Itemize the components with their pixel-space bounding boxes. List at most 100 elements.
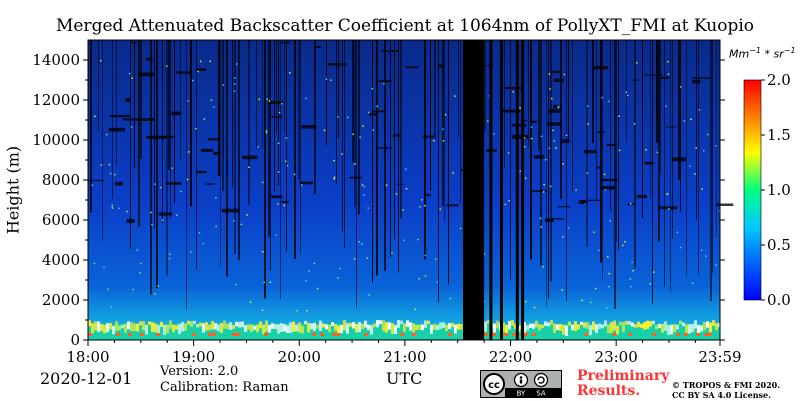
aerosol-layer-cell xyxy=(316,324,319,329)
signal-speckle xyxy=(296,310,298,312)
no-signal-patch xyxy=(125,98,131,102)
no-signal-streak xyxy=(710,40,712,301)
signal-speckle xyxy=(551,97,553,100)
aerosol-layer-cell xyxy=(175,325,178,330)
signal-speckle xyxy=(166,65,168,67)
aerosol-layer-cell xyxy=(346,323,349,334)
signal-speckle xyxy=(601,96,603,99)
no-signal-streak xyxy=(138,40,140,227)
signal-speckle xyxy=(286,165,289,167)
signal-speckle xyxy=(361,184,364,186)
aerosol-layer-cell xyxy=(235,321,238,327)
aerosol-layer-cell xyxy=(322,323,325,328)
no-signal-streak xyxy=(602,40,603,281)
no-signal-patch xyxy=(438,64,445,68)
aerosol-layer-cell xyxy=(412,323,415,333)
no-signal-patch xyxy=(550,218,564,220)
no-signal-streak xyxy=(190,40,192,207)
aerosol-layer-cell xyxy=(454,324,457,334)
aerosol-layer-cell xyxy=(301,325,304,334)
no-signal-patch xyxy=(376,147,393,149)
signal-speckle xyxy=(649,283,651,285)
aerosol-layer-cell xyxy=(628,321,631,325)
signal-speckle xyxy=(555,147,557,149)
no-signal-streak xyxy=(150,40,152,295)
signal-speckle xyxy=(333,176,336,179)
strong-backscatter-cell xyxy=(684,333,688,336)
aerosol-layer-cell xyxy=(241,321,244,328)
signal-speckle xyxy=(519,170,521,172)
signal-speckle xyxy=(161,219,164,221)
no-signal-streak xyxy=(572,40,573,191)
aerosol-layer-cell xyxy=(493,323,496,333)
signal-speckle xyxy=(341,153,343,155)
chart-title: Merged Attenuated Backscatter Coefficien… xyxy=(55,16,755,36)
signal-speckle xyxy=(108,163,111,166)
no-signal-streak xyxy=(130,40,131,249)
signal-speckle xyxy=(414,308,416,310)
aerosol-layer-cell xyxy=(508,320,511,330)
signal-speckle xyxy=(395,193,398,195)
missing-data-line xyxy=(521,40,525,340)
sa-text: SA xyxy=(536,390,546,398)
signal-speckle xyxy=(246,214,248,216)
cc-license-icon: cc BY SA xyxy=(481,371,561,398)
aerosol-layer-cell xyxy=(127,321,130,330)
aerosol-layer-cell xyxy=(97,321,100,332)
aerosol-layer-cell xyxy=(397,320,400,328)
aerosol-layer-cell xyxy=(199,322,202,327)
aerosol-layer-cell xyxy=(625,320,628,325)
aerosol-layer-cell xyxy=(271,323,274,329)
aerosol-layer-cell xyxy=(100,323,103,331)
strong-backscatter-cell xyxy=(400,333,404,336)
aerosol-layer-cell xyxy=(646,320,649,330)
aerosol-layer-cell xyxy=(259,321,262,329)
no-signal-streak xyxy=(168,40,170,171)
signal-speckle xyxy=(192,79,194,82)
aerosol-layer-cell xyxy=(544,321,547,326)
signal-speckle xyxy=(593,231,595,233)
no-signal-streak xyxy=(626,40,627,142)
no-signal-streak xyxy=(400,40,402,219)
signal-speckle xyxy=(132,288,134,291)
no-signal-patch xyxy=(196,68,207,71)
colorbar-tick-label: 0.5 xyxy=(767,236,791,254)
axes: 0 2000 4000 6000 8000 10000 12000 14000 18:00 19:… xyxy=(32,39,742,366)
no-signal-streak xyxy=(716,40,717,237)
no-signal-streak xyxy=(166,40,168,276)
aerosol-layer-cell xyxy=(262,324,265,335)
aerosol-layer-cell xyxy=(142,321,145,331)
no-signal-patch xyxy=(88,179,104,182)
no-signal-patch xyxy=(349,176,362,179)
strong-backscatter-cell xyxy=(448,333,452,336)
y-tick-label: 10000 xyxy=(32,131,80,149)
no-signal-streak xyxy=(460,40,461,204)
no-signal-streak xyxy=(170,40,171,219)
aerosol-layer-cell xyxy=(496,320,499,329)
no-signal-patch xyxy=(534,155,545,159)
aerosol-layer-cell xyxy=(664,321,667,331)
aerosol-layer-cell xyxy=(244,325,247,332)
signal-speckle xyxy=(622,244,624,247)
aerosol-layer-cell xyxy=(394,325,397,334)
strong-backscatter-cell xyxy=(192,333,196,336)
signal-speckle xyxy=(337,116,339,118)
no-signal-streak xyxy=(238,40,240,261)
aerosol-layer-cell xyxy=(661,323,664,333)
strong-backscatter-cell xyxy=(212,333,216,336)
copyright-line2: CC BY SA 4.0 License. xyxy=(672,390,771,400)
no-signal-streak xyxy=(616,40,617,242)
no-signal-patch xyxy=(600,178,618,182)
signal-speckle xyxy=(625,91,627,93)
no-signal-patch xyxy=(381,50,400,52)
signal-speckle xyxy=(277,142,280,144)
signal-speckle xyxy=(606,307,608,309)
aerosol-layer-cell xyxy=(349,322,352,327)
signal-speckle xyxy=(114,173,116,176)
no-signal-patch xyxy=(279,41,290,44)
signal-speckle xyxy=(383,83,385,85)
signal-speckle xyxy=(136,249,138,251)
no-signal-patch xyxy=(379,80,392,83)
x-tick-label: 23:00 xyxy=(595,348,638,366)
